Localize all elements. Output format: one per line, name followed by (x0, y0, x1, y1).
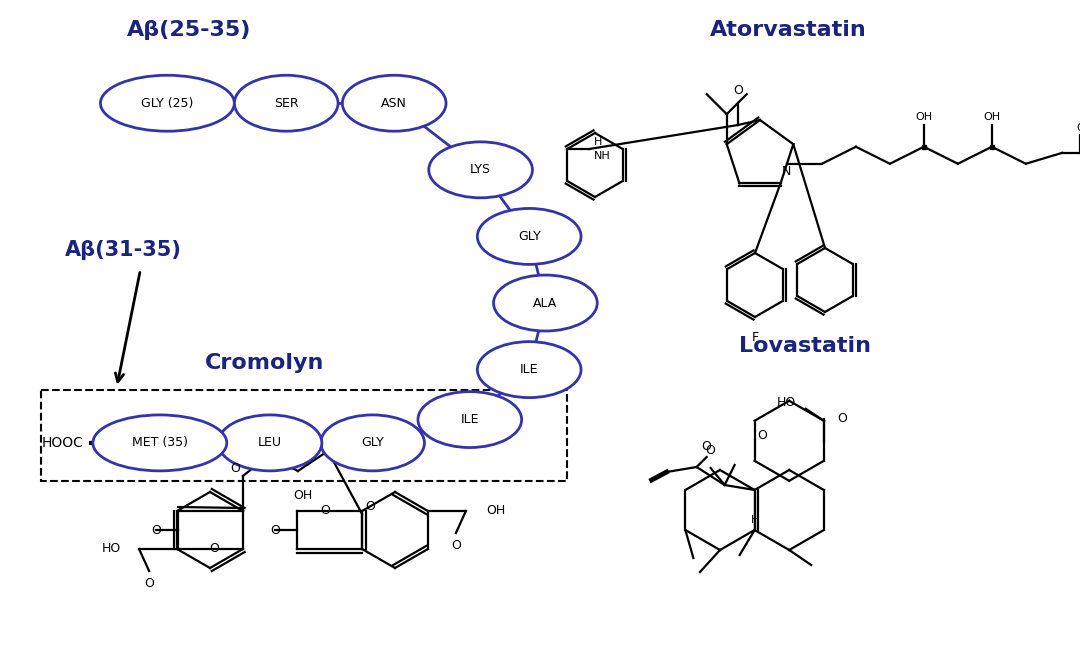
Text: Atorvastatin: Atorvastatin (710, 20, 867, 40)
Text: OH: OH (486, 505, 505, 517)
Text: HOOC: HOOC (42, 436, 83, 450)
Text: O: O (705, 444, 716, 457)
Text: O: O (230, 462, 240, 474)
Text: O: O (1076, 123, 1080, 133)
Text: O: O (270, 523, 280, 537)
Ellipse shape (321, 415, 424, 471)
Text: Aβ(25-35): Aβ(25-35) (126, 20, 252, 40)
Text: O: O (702, 440, 712, 454)
Text: O: O (758, 430, 768, 442)
Ellipse shape (429, 142, 532, 198)
Text: O: O (321, 505, 330, 517)
Text: SER: SER (274, 97, 298, 110)
Text: ALA: ALA (534, 296, 557, 310)
Text: GLY (25): GLY (25) (141, 97, 193, 110)
Text: H: H (751, 515, 759, 525)
Text: F: F (752, 331, 758, 344)
Text: Lovastatin: Lovastatin (739, 336, 870, 356)
Ellipse shape (494, 275, 597, 331)
Text: MET (35): MET (35) (132, 436, 188, 450)
Text: GLY: GLY (361, 436, 384, 450)
Text: O: O (144, 577, 154, 590)
Text: NH: NH (594, 151, 611, 161)
Text: OH: OH (294, 489, 312, 502)
Text: Cromolyn: Cromolyn (205, 353, 324, 373)
Text: LYS: LYS (470, 163, 491, 176)
Text: HO: HO (777, 396, 796, 410)
Text: OH: OH (983, 112, 1000, 122)
Text: LEU: LEU (258, 436, 282, 450)
Text: O: O (451, 539, 461, 552)
Text: Aβ(31-35): Aβ(31-35) (65, 240, 181, 260)
Text: O: O (733, 84, 743, 97)
Ellipse shape (93, 415, 227, 471)
Ellipse shape (477, 342, 581, 398)
Ellipse shape (218, 415, 322, 471)
Text: GLY: GLY (517, 230, 541, 243)
Text: OH: OH (916, 112, 932, 122)
Text: ILE: ILE (460, 413, 480, 426)
Text: O: O (210, 543, 219, 555)
Text: O: O (151, 523, 161, 537)
Text: O: O (365, 500, 375, 513)
Text: O: O (837, 412, 847, 426)
Text: ILE: ILE (519, 363, 539, 376)
Text: HO: HO (102, 543, 121, 555)
Ellipse shape (477, 208, 581, 264)
Ellipse shape (342, 75, 446, 131)
Text: N: N (782, 165, 792, 178)
Ellipse shape (100, 75, 234, 131)
Ellipse shape (234, 75, 338, 131)
Ellipse shape (418, 392, 522, 448)
Bar (41, 390, 567, 481)
Text: ASN: ASN (381, 97, 407, 110)
Text: H: H (594, 137, 603, 147)
